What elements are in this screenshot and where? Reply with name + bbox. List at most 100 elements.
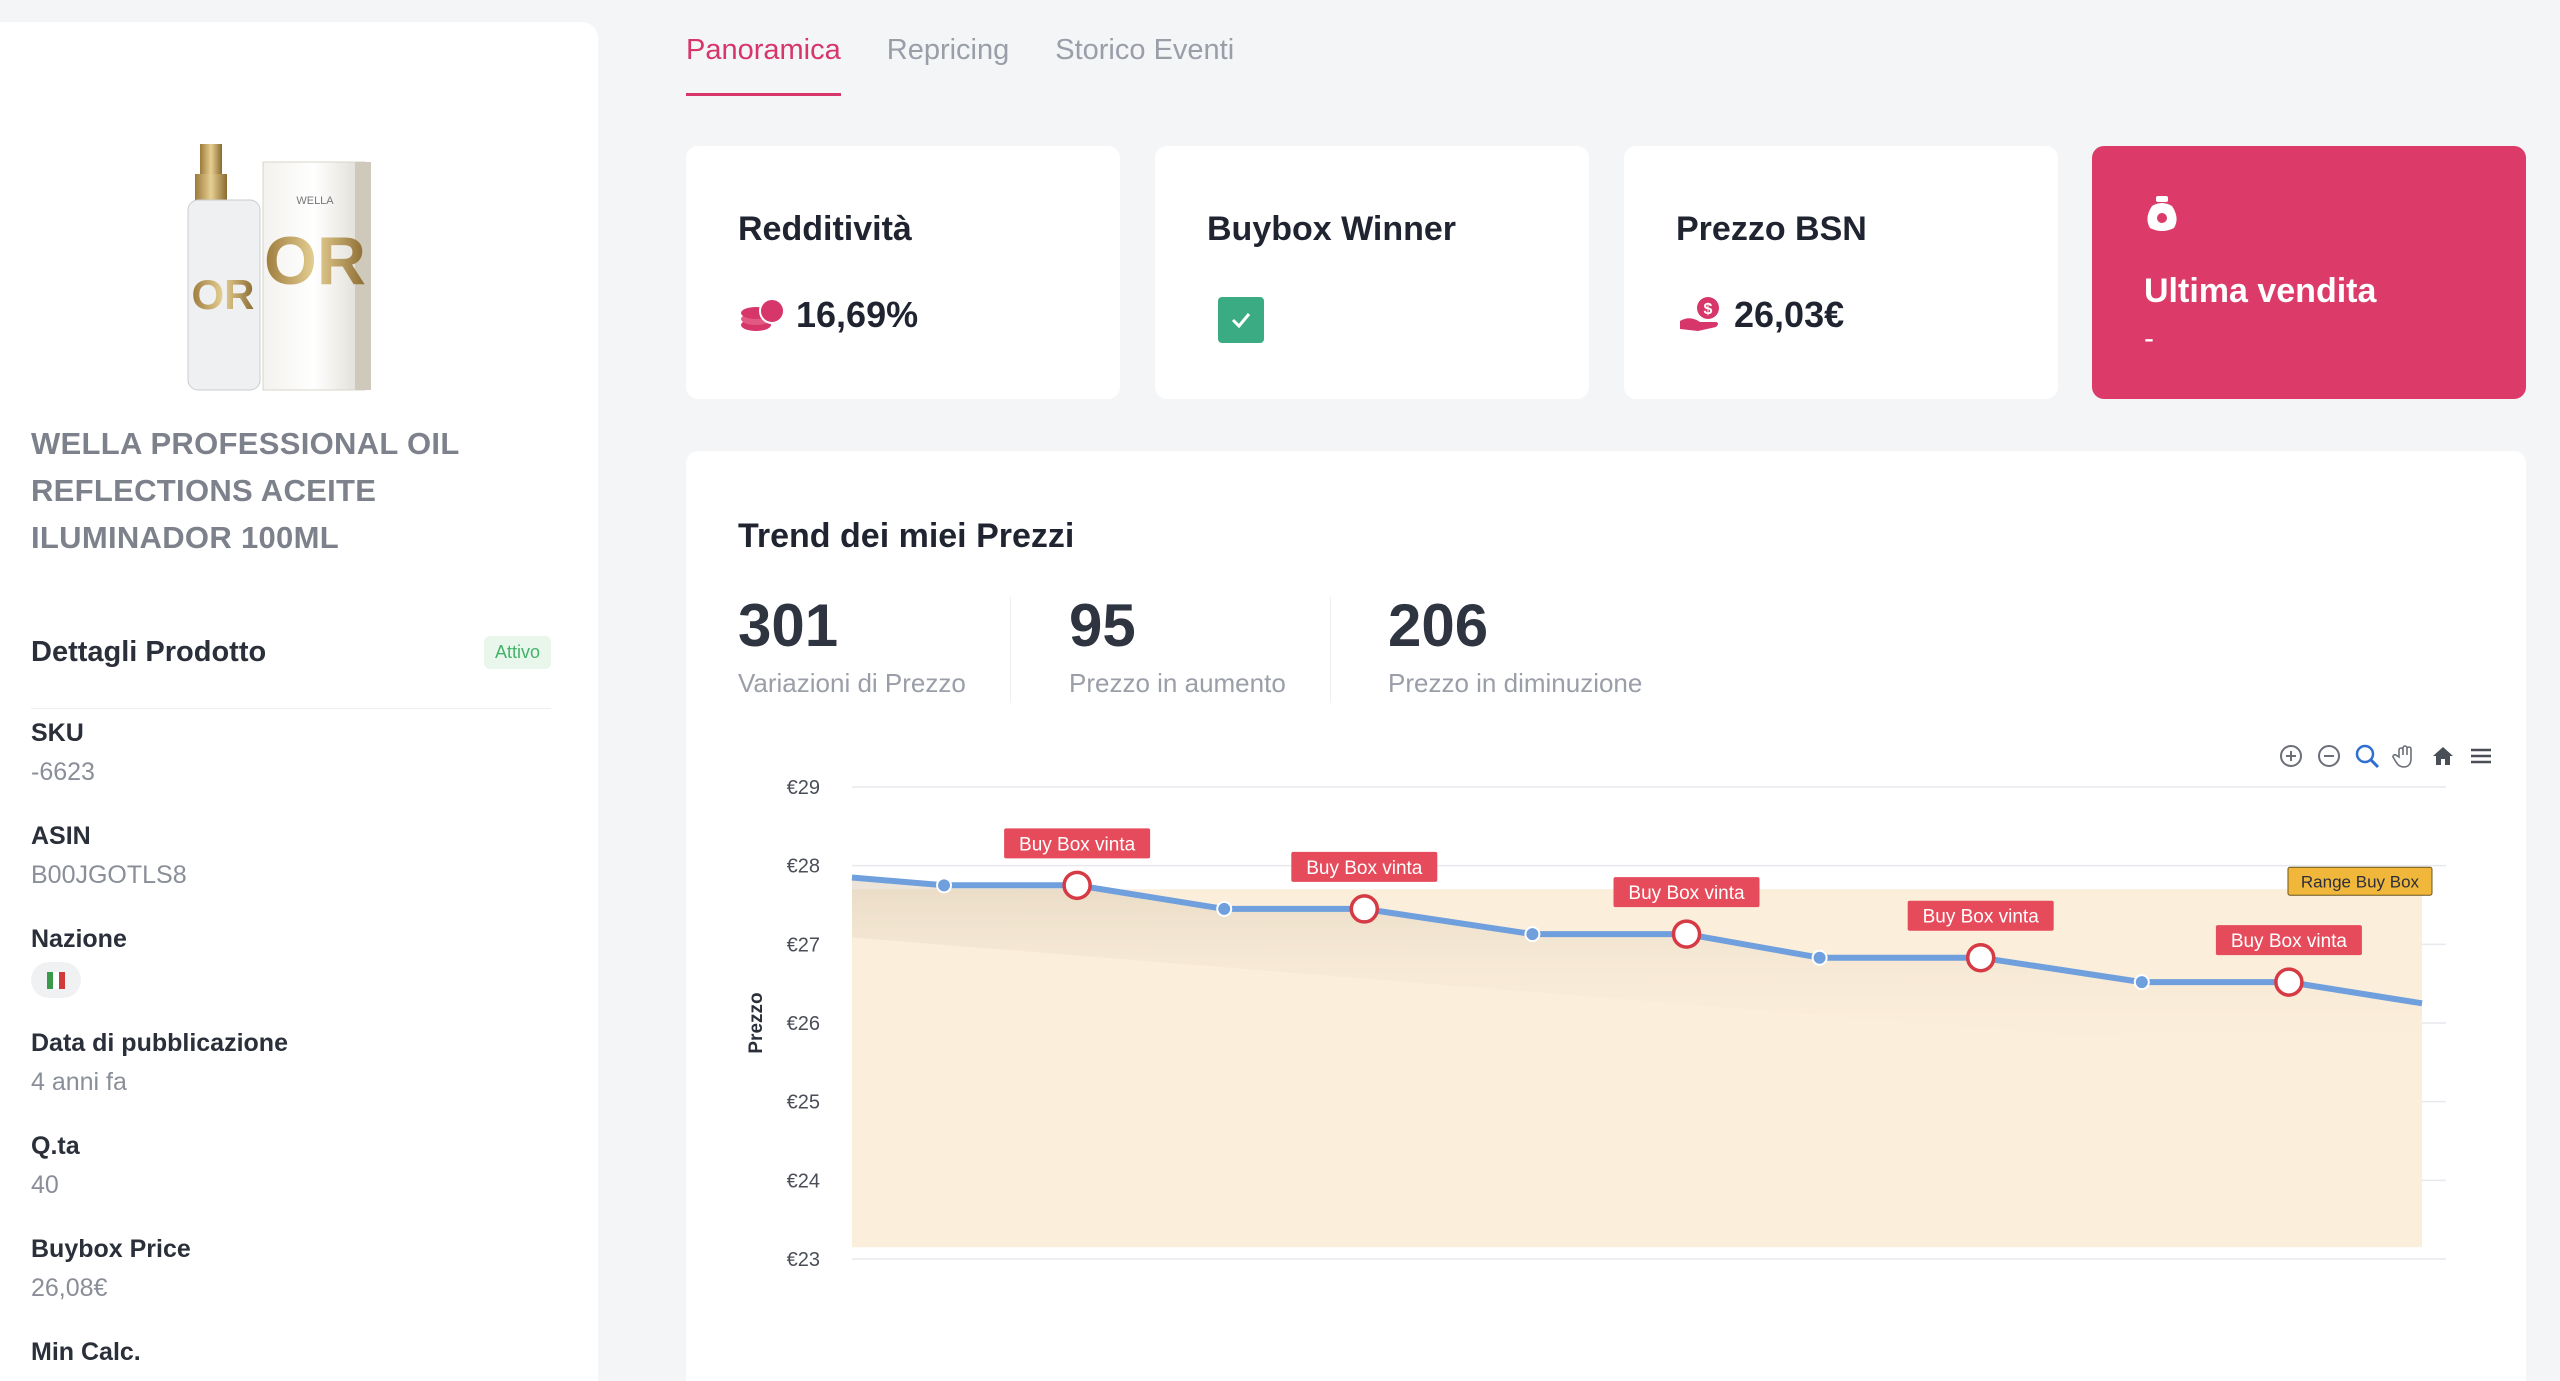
menu-icon[interactable] [2466,741,2496,771]
card-value-row: $ 26,03€ [1676,294,1844,336]
zoom-out-icon[interactable] [2314,741,2344,771]
field-label: Buybox Price [31,1235,191,1263]
card-title: Redditività [738,210,912,248]
annotation-box [1004,828,1151,859]
y-tick-label: €28 [787,856,820,878]
field-label: Data di pubblicazione [31,1029,288,1057]
field-label: ASIN [31,822,91,850]
field-data-pubblicazione: Data di pubblicazione 4 anni fa [31,1029,288,1097]
zoom-selection-icon[interactable] [2352,741,2382,771]
tab-storico-eventi[interactable]: Storico Eventi [1055,34,1235,66]
data-point [1811,949,1828,966]
field-value: 40 [31,1171,59,1199]
bsn-value: 26,03€ [1734,294,1845,335]
buybox-marker [1965,942,1996,973]
annotation-label: Buy Box vinta [1923,907,2040,928]
trend-title: Trend dei miei Prezzi [738,517,1075,555]
tab-bar: Panoramica Repricing Storico Eventi [686,34,1234,96]
field-sku: SKU -6623 [31,719,95,787]
ultima-value: - [2144,322,2154,355]
kpi-separator [1330,597,1331,703]
kpi-value: 301 [738,592,839,659]
buybox-marker [1349,894,1380,924]
y-tick-label: €26 [787,1013,820,1035]
kpi-label: Prezzo in aumento [1069,668,1286,698]
annotation-label: Buy Box vinta [2231,931,2348,952]
card-prezzo-bsn: Prezzo BSN $ 26,03€ [1624,146,2058,399]
data-point [936,877,953,894]
chart-toolbar [2276,741,2496,771]
details-header: Dettagli Prodotto Attivo [31,630,551,674]
kpi-value: 95 [1069,592,1136,659]
range-label-box [2287,866,2433,896]
field-label: Min Calc. [31,1338,141,1366]
range-label: Range Buy Box [2301,872,2420,891]
kpi-diminuzione: 206 Prezzo in diminuzione [1388,591,1642,699]
y-tick-label: €25 [787,1092,820,1114]
tab-repricing[interactable]: Repricing [886,34,1010,66]
field-label: SKU [31,719,84,747]
coins-icon [741,298,785,331]
svg-text:OR: OR [192,271,255,318]
card-title: Buybox Winner [1207,210,1457,248]
divider [31,708,551,709]
tab-panoramica[interactable]: Panoramica [686,34,841,96]
buybox-marker [1671,919,1702,949]
y-axis-label: Prezzo [746,992,767,1053]
field-label: Q.ta [31,1132,80,1160]
field-buybox-price: Buybox Price 26,08€ [31,1235,191,1303]
y-tick-label: €23 [787,1249,820,1271]
annotation-box [1291,851,1438,882]
field-asin: ASIN B00JGOTLS8 [31,822,187,890]
italy-flag-icon [31,962,81,998]
y-tick-label: €27 [787,934,820,956]
status-badge: Attivo [483,635,551,669]
svg-text:WELLA: WELLA [296,195,334,207]
trend-card: Trend dei miei Prezzi 301 Variazioni di … [686,451,2526,1381]
y-tick-label: €24 [787,1170,820,1192]
details-title: Dettagli Prodotto [31,635,267,668]
product-image: WELLA OR OR [187,144,371,391]
kpi-label: Prezzo in diminuzione [1388,668,1643,698]
annotation-box [1613,877,1760,908]
svg-text:$: $ [1704,301,1713,318]
pan-hand-icon[interactable] [2390,741,2420,771]
money-bag-icon [2147,196,2177,231]
card-ultima-vendita: Ultima vendita - [2092,146,2526,399]
card-value-row: 16,69% [738,294,918,336]
annotation-label: Buy Box vinta [1306,858,1423,879]
field-value: 4 anni fa [31,1068,127,1096]
buybox-marker [2274,967,2304,997]
product-sidebar: WELLA OR OR WELLA PROFESSIONAL OIL REFLE… [0,22,598,1381]
card-title: Prezzo BSN [1676,210,1867,248]
field-min-calc: Min Calc. [31,1338,141,1367]
series-line [851,874,2423,1007]
field-value: -6623 [31,758,95,786]
data-point [1216,900,1233,917]
field-qta: Q.ta 40 [31,1132,80,1200]
kpi-value: 206 [1388,592,1489,659]
data-point [1524,926,1541,943]
field-label: Nazione [31,925,127,953]
field-value: B00JGOTLS8 [31,861,187,889]
kpi-variazioni: 301 Variazioni di Prezzo [738,591,966,699]
card-redditivita: Redditività 16,69% [686,146,1120,399]
kpi-label: Variazioni di Prezzo [738,668,966,698]
field-nazione: Nazione [31,925,127,998]
annotation-label: Buy Box vinta [1628,883,1745,904]
zoom-in-icon[interactable] [2276,741,2306,771]
kpi-aumento: 95 Prezzo in aumento [1069,591,1286,699]
kpi-separator [1010,597,1011,703]
money-hand-icon: $ [1680,297,1719,331]
buybox-marker [1062,870,1092,901]
annotation-box [2215,925,2362,956]
card-buybox-winner: Buybox Winner [1155,146,1589,399]
home-reset-icon[interactable] [2428,741,2458,771]
data-point [2133,974,2150,991]
field-value: 26,08€ [31,1274,108,1302]
annotation-label: Buy Box vinta [1019,834,1136,855]
series-shadow [852,877,2422,1064]
y-tick-label: €29 [787,777,820,799]
price-trend-chart: Range Buy Box Buy Box vinta Buy Box vinta… [746,777,2446,1271]
annotation-box [1907,900,2054,931]
